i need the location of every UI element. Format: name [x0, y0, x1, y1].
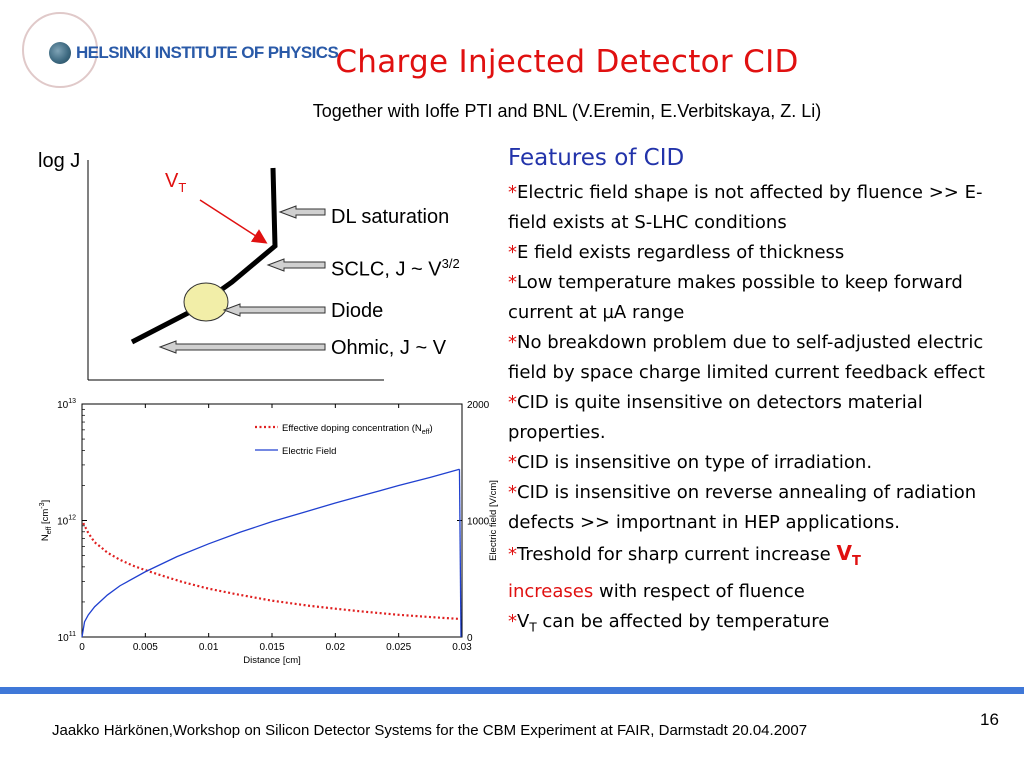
feature-item: *CID is quite insensitive on detectors m…: [508, 392, 923, 443]
footer-citation: Jaakko Härkönen,Workshop on Silicon Dete…: [52, 722, 808, 739]
diode-region-marker: [183, 282, 229, 322]
x-tick-label: 0.015: [259, 642, 284, 653]
x-tick-label: 0.025: [386, 642, 411, 653]
feature-item: *Electric field shape is not affected by…: [508, 182, 983, 233]
sclc-label: SCLC, J ~ V3/2: [331, 256, 460, 281]
electric-field-drop: [458, 469, 462, 638]
diode-label: Diode: [331, 300, 384, 322]
feature-item: *CID is insensitive on type of irradiati…: [508, 452, 873, 473]
y-left-tick-label: 1013: [57, 398, 76, 411]
dl-saturation-label: DL saturation: [331, 206, 450, 228]
y-left-axis-label: Neff [cm-3]: [39, 500, 53, 541]
x-tick-label: 0.02: [326, 642, 346, 653]
feature-item: *E field exists regardless of thickness: [508, 242, 845, 263]
x-tick-label: 0: [79, 642, 85, 653]
ohmic-arrow: [158, 340, 326, 354]
legend-efield-label: Electric Field: [282, 446, 336, 457]
slide-title: Charge Injected Detector CID: [335, 44, 799, 80]
dl-arrow: [278, 205, 326, 219]
y-left-tick-label: 1012: [57, 515, 76, 528]
feature-item: *CID is insensitive on reverse annealing…: [508, 482, 977, 533]
y-left-tick-label: 1011: [58, 631, 76, 644]
logo-ring: [22, 12, 98, 88]
y-right-axis-label: Electric field [V/cm]: [488, 480, 499, 561]
institute-logo-text: HELSINKI INSTITUTE OF PHYSICS: [76, 43, 339, 62]
ohmic-label: Ohmic, J ~ V: [331, 337, 447, 359]
feature-item: *No breakdown problem due to self-adjust…: [508, 332, 985, 383]
slide-subtitle: Together with Ioffe PTI and BNL (V.Eremi…: [312, 101, 822, 121]
legend-neff-label: Effective doping concentration (Neff): [282, 423, 433, 436]
vt-arrow: [199, 199, 268, 244]
feature-item-vt: *Treshold for sharp current increase VT i…: [508, 541, 861, 602]
vt-label: VT: [165, 170, 187, 195]
footer-bar: [0, 687, 1024, 694]
diode-arrow: [222, 303, 326, 317]
x-axis-label: Distance [cm]: [243, 655, 301, 666]
iv-schematic: [87, 160, 384, 381]
log-j-label: log J: [38, 150, 81, 172]
neff-efield-chart: 0 0.005 0.01 0.015 0.02 0.025 0.03 1013 1012 1011…: [39, 398, 499, 666]
feature-item-temp: *VT can be affected by temperature: [508, 611, 830, 635]
x-tick-label: 0.01: [199, 642, 219, 653]
sclc-arrow: [266, 258, 326, 272]
y-right-tick-label: 1000: [467, 517, 490, 528]
iv-curve: [130, 167, 278, 345]
feature-item: *Low temperature makes possible to keep …: [508, 272, 963, 323]
neff-series-line: [82, 522, 460, 621]
y-right-tick-label: 0: [467, 633, 473, 644]
x-tick-label: 0.005: [133, 642, 158, 653]
features-title: Features of CID: [508, 145, 685, 171]
x-tick-label: 0.03: [452, 642, 472, 653]
page-number: 16: [980, 710, 999, 729]
electric-field-series-line: [81, 468, 460, 638]
y-right-tick-label: 2000: [467, 400, 490, 411]
plot-frame: [81, 403, 463, 638]
globe-icon: [49, 42, 71, 64]
features-list: *Electric field shape is not affected by…: [508, 178, 1008, 643]
